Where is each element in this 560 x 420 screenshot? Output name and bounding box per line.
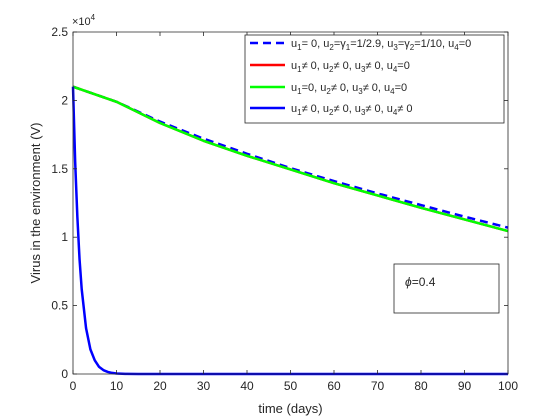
- x-tick-label: 0: [70, 379, 77, 393]
- legend-label-part: =γ: [398, 38, 410, 50]
- annotation-symbol: ϕ: [405, 275, 412, 289]
- legend-label-part: 1: [346, 43, 351, 52]
- x-axis-label: time (days): [258, 401, 322, 416]
- legend-label-part: 3: [361, 108, 366, 117]
- legend-label-part: 1: [297, 87, 302, 96]
- legend-label-4: u1≠ 0, u2≠ 0, u3≠ 0, u4≠ 0: [291, 103, 413, 117]
- legend: u1= 0, u2=γ1=1/2.9, u3=γ2=1/10, u4=0u1≠ …: [244, 34, 505, 124]
- legend-label-part: ≠ 0: [397, 103, 412, 115]
- legend-label-part: = 0, u: [302, 38, 330, 50]
- y-axis-label: Virus in the environment (V): [28, 123, 43, 284]
- legend-label-part: =0, u: [302, 82, 327, 94]
- legend-label-part: 2: [329, 108, 334, 117]
- legend-label-part: ≠ 0, u: [365, 60, 392, 72]
- legend-label-part: u: [291, 103, 297, 115]
- x-tick-label: 50: [284, 379, 298, 393]
- legend-label-part: =1/10, u: [414, 38, 454, 50]
- x-tick-label: 70: [371, 379, 385, 393]
- legend-label-part: 2: [329, 43, 334, 52]
- legend-label-part: ≠ 0, u: [302, 60, 329, 72]
- x-tick-label: 80: [414, 379, 428, 393]
- y-tick-label: 0: [61, 367, 68, 381]
- y-tick-label: 2: [61, 93, 68, 107]
- x-tick-label: 100: [498, 379, 518, 393]
- y-exponent-label: ×104: [72, 13, 96, 28]
- legend-label-part: 3: [358, 87, 363, 96]
- annotation-box: ϕ=0.4: [393, 263, 500, 314]
- legend-label-part: u: [291, 60, 297, 72]
- x-tick-label: 90: [458, 379, 472, 393]
- y-tick-label: 1.5: [51, 162, 68, 176]
- legend-label-part: 3: [393, 43, 398, 52]
- legend-label-part: =0: [395, 82, 408, 94]
- legend-label-part: 2: [410, 43, 415, 52]
- legend-label-part: 4: [454, 43, 459, 52]
- x-tick-label: 60: [327, 379, 341, 393]
- legend-label-part: 2: [329, 65, 334, 74]
- legend-label-part: ≠ 0, u: [302, 103, 329, 115]
- annotation-text: ϕ=0.4: [405, 275, 436, 289]
- annotation-border: [393, 263, 500, 314]
- legend-label-part: u: [291, 38, 297, 50]
- series-line-3: [72, 85, 509, 233]
- legend-label-part: 4: [393, 65, 398, 74]
- x-tick-label: 40: [240, 379, 254, 393]
- legend-label-part: 2: [326, 87, 331, 96]
- annotation-value: =0.4: [412, 275, 436, 289]
- x-tick-label: 10: [110, 379, 124, 393]
- legend-label-part: 1: [297, 108, 302, 117]
- legend-label-2: u1≠ 0, u2≠ 0, u3≠ 0, u4=0: [291, 60, 410, 74]
- legend-label-part: ≠ 0, u: [333, 103, 360, 115]
- legend-label-part: 4: [393, 108, 398, 117]
- legend-label-part: ≠ 0, u: [331, 82, 358, 94]
- y-exponent-power: 4: [91, 13, 96, 22]
- x-tick-label: 20: [153, 379, 167, 393]
- y-tick-label: 0.5: [51, 299, 68, 313]
- series-line-1: [72, 85, 509, 229]
- legend-label-part: =0: [459, 38, 472, 50]
- tick-layer: 0 10 20 30 40 50 60 70 80 90 100 0 0.5 1 1.5 2 2.5: [51, 25, 518, 393]
- legend-label-part: 1: [297, 65, 302, 74]
- legend-label-part: ≠ 0, u: [363, 82, 390, 94]
- y-tick-label: 2.5: [51, 25, 68, 39]
- y-exponent-base: ×10: [72, 16, 91, 28]
- legend-label-part: 3: [361, 65, 366, 74]
- legend-box: [244, 34, 505, 124]
- legend-label-part: 4: [390, 87, 395, 96]
- y-tick-label: 1: [61, 230, 68, 244]
- legend-label-part: 1: [297, 43, 302, 52]
- legend-label-part: =0: [397, 60, 410, 72]
- legend-label-part: =γ: [334, 38, 346, 50]
- legend-label-part: ≠ 0, u: [365, 103, 392, 115]
- legend-label-1: u1= 0, u2=γ1=1/2.9, u3=γ2=1/10, u4=0: [291, 38, 471, 52]
- legend-label-3: u1=0, u2≠ 0, u3≠ 0, u4=0: [291, 82, 407, 96]
- x-tick-label: 30: [197, 379, 211, 393]
- legend-entries: u1= 0, u2=γ1=1/2.9, u3=γ2=1/10, u4=0u1≠ …: [250, 38, 471, 117]
- legend-label-part: =1/2.9, u: [350, 38, 393, 50]
- legend-label-part: ≠ 0, u: [333, 60, 360, 72]
- legend-label-part: u: [291, 82, 297, 94]
